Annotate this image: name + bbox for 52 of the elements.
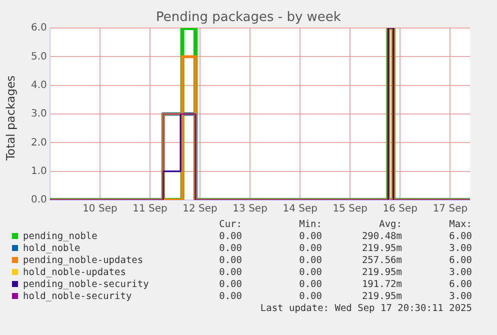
y-tick-label: 0.0 [30,194,47,206]
legend-label: pending_noble-updates [22,255,144,267]
y-tick-label: 5.0 [30,51,47,62]
y-tick-label: 1.0 [30,166,47,177]
text: 191.72m [360,279,402,291]
x-tick-label: 14 Sep [282,204,318,215]
x-tick-label: 11 Sep [132,204,168,215]
text: 219.95m [360,291,402,303]
text: 3.00 [448,267,472,279]
text: 3.00 [448,291,472,303]
text: 0.00 [218,255,242,267]
text: 0.00 [298,267,322,279]
text: Last update: Wed Sep 17 20:30:11 2025 [259,303,472,314]
text: 0.00 [298,231,322,243]
text: 219.95m [360,243,402,255]
text: 290.48m [360,231,402,243]
text: 0.00 [218,231,242,243]
y-tick-label: 6.0 [30,22,47,34]
text: Max: [448,219,472,231]
y-tick-label: 2.0 [30,137,47,148]
text: Cur: [218,219,242,231]
x-tick-label: 12 Sep [182,204,218,215]
chart-title: Pending packages - by week [156,10,341,25]
legend-label: hold_noble-security [22,291,133,303]
text: 0.00 [298,279,322,291]
legend-label: hold_noble-updates [22,267,127,279]
y-tick-label: 3.0 [30,108,47,120]
y-tick-label: 4.0 [30,80,47,91]
legend-label: pending_noble [22,231,98,243]
text: 6.00 [448,231,472,243]
x-tick-label: 15 Sep [332,204,368,215]
text: 6.00 [448,255,472,267]
x-tick-label: 13 Sep [232,204,268,215]
x-tick-label: 10 Sep [82,204,118,215]
x-tick-label: 17 Sep [432,204,468,215]
legend-label: hold_noble [22,243,82,255]
text: 0.00 [298,243,322,255]
text: Min: [298,219,322,231]
text: 0.00 [218,279,242,291]
text: 0.00 [298,291,322,303]
text: 0.00 [218,267,242,279]
text: 6.00 [448,279,472,291]
text: 0.00 [298,255,322,267]
text: 257.56m [360,255,402,267]
x-tick-label: 16 Sep [382,204,418,215]
text: 0.00 [218,243,242,255]
y-axis-title: Total packages [4,74,18,160]
text: 219.95m [360,267,402,279]
text: Avg: [378,219,402,231]
text: 0.00 [218,291,242,303]
text: 3.00 [448,243,472,255]
legend-label: pending_noble-security [22,279,150,291]
